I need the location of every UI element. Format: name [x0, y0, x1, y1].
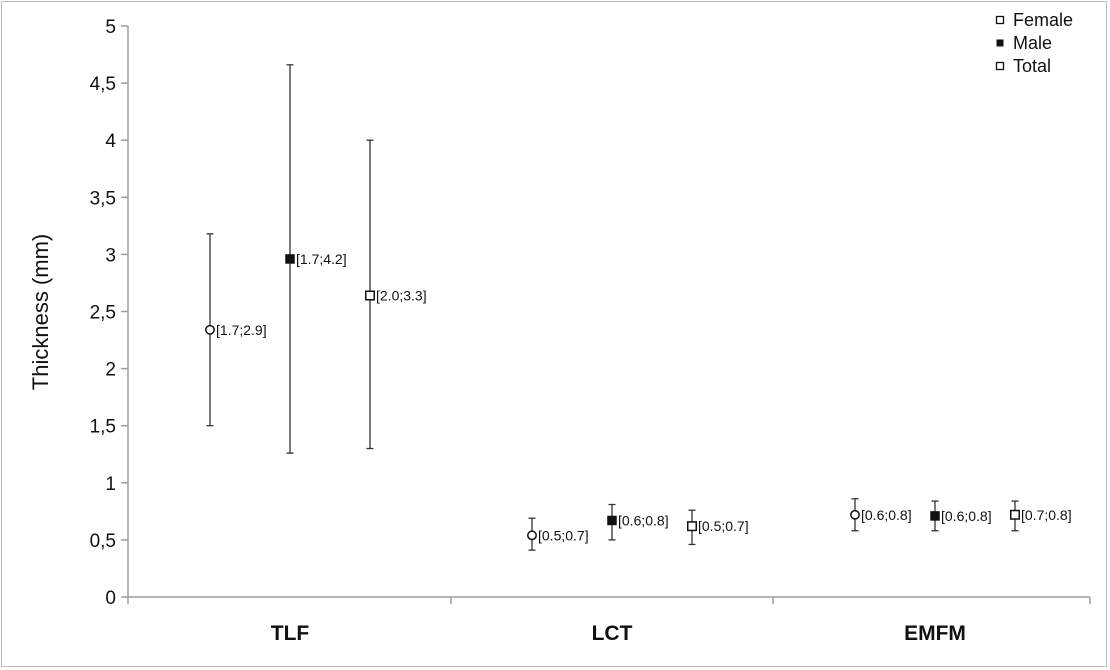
data-point-female-emfm: [0.6;0.8]: [850, 498, 912, 532]
data-label: [0.6;0.8]: [941, 508, 992, 524]
y-tick-label: 1,5: [90, 417, 116, 438]
data-point-total-lct: [0.5;0.7]: [687, 509, 749, 546]
data-point-male-tlf: [1.7;4.2]: [285, 64, 347, 454]
data-point-male-lct: [0.6;0.8]: [607, 503, 669, 541]
y-axis-title: Thickness (mm): [28, 234, 53, 390]
y-tick-label: 5: [105, 17, 116, 38]
legend: Female Male Total: [995, 10, 1073, 76]
data-point-female-lct: [0.5;0.7]: [527, 517, 589, 551]
data-label: [2.0;3.3]: [376, 288, 427, 304]
data-label: [0.6;0.8]: [861, 507, 912, 523]
marker-open-circle: [527, 530, 537, 541]
data-label: [0.5;0.7]: [698, 518, 749, 534]
y-tick-label: 0,5: [90, 531, 116, 552]
y-tick-label: 0: [105, 588, 116, 609]
x-category-label: EMFM: [904, 622, 966, 645]
data-point-female-tlf: [1.7;2.9]: [205, 233, 267, 427]
y-tick-label: 2,5: [90, 303, 116, 324]
data-point-total-tlf: [2.0;3.3]: [365, 139, 427, 450]
data-label: [1.7;4.2]: [296, 251, 347, 267]
data-label: [0.6;0.8]: [618, 512, 669, 528]
legend-marker: [996, 39, 1004, 47]
x-category-label: TLF: [271, 622, 310, 645]
legend-marker: [995, 61, 1005, 71]
marker-open-square: [365, 290, 375, 301]
marker-open-circle: [205, 324, 215, 335]
data-label: [0.7;0.8]: [1021, 507, 1072, 523]
y-tick-label: 3,5: [90, 188, 116, 209]
legend-item-male: Male: [996, 33, 1052, 53]
y-tick-label: 4: [105, 131, 116, 152]
legend-marker: [995, 15, 1005, 25]
data-point-total-emfm: [0.7;0.8]: [1010, 500, 1072, 532]
legend-label: Male: [1013, 33, 1052, 53]
marker-filled-square: [285, 254, 295, 264]
y-tick-label: 4,5: [90, 74, 116, 95]
legend-label: Female: [1013, 10, 1073, 30]
legend-item-total: Total: [995, 56, 1051, 76]
marker-filled-square: [930, 511, 940, 521]
y-tick-label: 1: [105, 474, 116, 495]
y-axis: 0 0,5 1 1,5 2 2,5 3 3,5 4 4,5 5: [90, 17, 129, 609]
y-tick-label: 2: [105, 360, 116, 381]
marker-open-square: [687, 521, 697, 532]
legend-item-female: Female: [995, 10, 1073, 30]
data-label: [1.7;2.9]: [216, 322, 267, 338]
data-label: [0.5;0.7]: [538, 527, 589, 543]
x-category-label: LCT: [592, 622, 633, 645]
marker-filled-square: [607, 515, 617, 526]
marker-open-square: [1010, 509, 1020, 520]
x-axis: TLF LCT EMFM: [127, 596, 1091, 645]
data-point-male-emfm: [0.6;0.8]: [930, 500, 992, 532]
marker-open-circle: [850, 509, 860, 520]
y-tick-label: 3: [105, 245, 116, 266]
legend-label: Total: [1013, 56, 1051, 76]
series-markers: [1.7;2.9] [0.5;0.7] [0.6;0.8] [1.7;4.2] [0.6…: [205, 64, 1072, 551]
